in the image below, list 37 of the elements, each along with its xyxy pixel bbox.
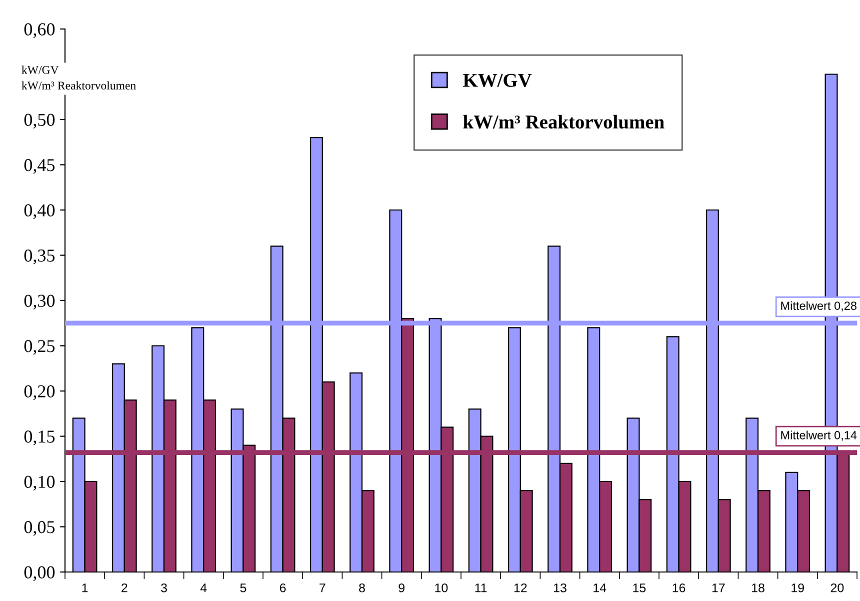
x-tick-label: 20 (830, 583, 844, 592)
x-tick-label: 1 (82, 584, 88, 592)
x-tick-label: 8 (359, 583, 365, 592)
y-tick-label: 0,40 (24, 204, 55, 220)
x-tick-label: 11 (475, 584, 487, 592)
x-tick-label: 15 (633, 584, 646, 592)
y-tick-label: 0,50 (24, 114, 55, 129)
y-tick-label: 0,10 (24, 476, 55, 491)
x-tick-label: 18 (752, 583, 764, 592)
x-tick-label: 2 (122, 583, 128, 592)
x-tick-label: 17 (712, 584, 725, 592)
x-tick-label: 12 (514, 583, 527, 592)
x-tick-label: 5 (240, 584, 246, 592)
x-tick-label: 13 (554, 583, 566, 592)
y-tick-label: 0,35 (24, 250, 55, 264)
x-tick-label: 6 (280, 583, 286, 592)
x-tick-label: 3 (161, 583, 167, 592)
legend-label: kW/m³ Reaktorvolumen (463, 114, 664, 129)
y-tick-label: 0,30 (24, 294, 55, 310)
x-tick-label: 10 (435, 583, 448, 592)
y-tick-label: 0,05 (24, 521, 55, 536)
x-tick-label: 7 (320, 584, 326, 592)
y-tick-label: 0,20 (24, 385, 55, 400)
y-axis-title: kW/GV kW/m³ Reaktorvolumen (22, 66, 136, 90)
y-tick-label: 0,00 (24, 566, 55, 582)
x-tick-label: 4 (200, 584, 207, 592)
x-tick-label: 9 (398, 583, 404, 592)
ref-line-label: Mittelwert 0,28 (781, 301, 856, 312)
x-tick-label: 14 (594, 584, 606, 592)
y-tick-label: 0,25 (24, 340, 55, 355)
x-tick-label: 19 (792, 583, 804, 592)
y-tick-label: 0,60 (24, 23, 55, 38)
x-tick-label: 16 (672, 583, 686, 592)
y-tick-label: 0,45 (24, 159, 55, 174)
y-tick-label: 0,15 (24, 430, 55, 446)
ref-line-label: Mittelwert 0,14 (781, 430, 857, 441)
legend-label: KW/GV (463, 74, 532, 87)
